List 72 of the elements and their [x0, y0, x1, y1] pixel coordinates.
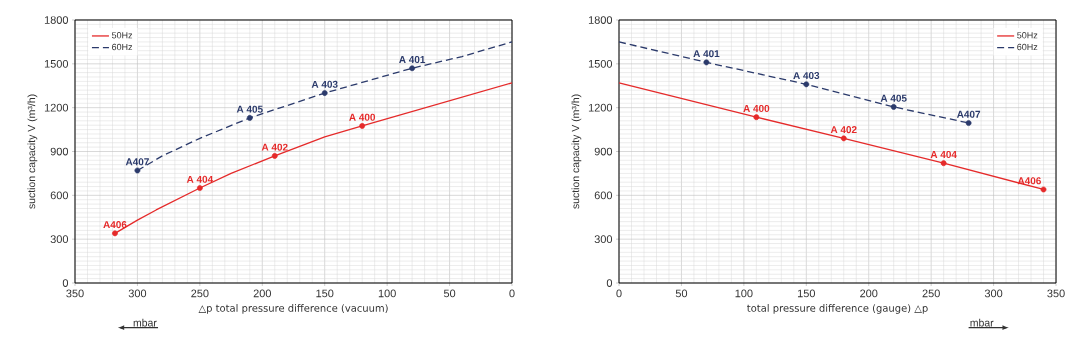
y-tick-label: 300 [50, 235, 69, 244]
annotation: A 401 [399, 55, 426, 64]
y-tick-label: 900 [594, 147, 613, 156]
point [703, 59, 710, 66]
y-tick-label: 900 [50, 147, 69, 156]
annotation: A407 [956, 110, 981, 118]
x-tick-label: 300 [984, 289, 1003, 298]
x-tick-label: 50 [675, 289, 688, 298]
x-tick-label: 250 [922, 289, 940, 298]
x-tick-label: 0 [616, 289, 622, 298]
x-tick-label: 200 [253, 289, 271, 298]
point [965, 120, 972, 126]
y-tick-label: 300 [594, 235, 613, 244]
y-axis-title: suction capacity V (m³/h) [27, 94, 38, 209]
y-tick-label: 0 [62, 279, 69, 287]
annotation: A406 [103, 221, 127, 229]
annotation: A 400 [743, 104, 770, 112]
x-tick-label: 300 [128, 289, 147, 298]
annotation: A 405 [236, 105, 263, 113]
y-tick-label: 1200 [44, 103, 69, 112]
x-axis-title: total pressure difference (gauge) △p [747, 304, 928, 314]
y-tick-label: 1800 [588, 16, 613, 24]
y-tick-label: 0 [606, 279, 613, 287]
x-axis-title: △p total pressure difference (vacuum) [198, 304, 388, 314]
annotation: A 403 [793, 72, 820, 80]
point [840, 135, 847, 142]
y-tick-label: 1500 [588, 59, 613, 68]
x-tick-label: 0 [509, 289, 515, 298]
x-tick-label: 350 [66, 289, 84, 298]
point [359, 123, 366, 129]
annotation: A 402 [830, 126, 857, 134]
x-tick-label: 200 [860, 289, 878, 298]
y-tick-label: 1800 [44, 16, 69, 24]
legend-label: 60Hz [112, 43, 133, 51]
annotation: A 400 [349, 113, 376, 121]
annotation: A 405 [880, 94, 907, 102]
x-tick-label: 100 [735, 289, 753, 298]
annotation: A407 [125, 158, 149, 166]
point [246, 115, 253, 121]
text: mbar [133, 318, 157, 327]
point [940, 160, 947, 167]
point [890, 104, 897, 110]
y-tick-label: 600 [50, 191, 69, 200]
point [409, 65, 416, 72]
y-tick-label: 1500 [44, 59, 69, 68]
x-tick-label: 250 [191, 289, 209, 298]
text: mbar [970, 318, 994, 327]
legend-label: 60Hz [1017, 43, 1038, 51]
annotation: A 404 [930, 150, 957, 158]
point [803, 81, 810, 88]
x-tick-label: 350 [1047, 289, 1065, 298]
point [753, 114, 760, 121]
legend-label: 50Hz [111, 32, 133, 39]
y-tick-label: 1200 [588, 103, 613, 112]
annotation: A 403 [311, 80, 338, 88]
point [1040, 186, 1047, 193]
point [196, 185, 203, 191]
annotation: A 401 [693, 50, 720, 58]
x-tick-label: 100 [378, 289, 396, 298]
annotation: A406 [1017, 177, 1041, 185]
point [321, 90, 328, 96]
point [134, 167, 141, 174]
y-tick-label: 600 [594, 191, 613, 200]
point [271, 152, 278, 159]
x-tick-label: 50 [443, 289, 456, 298]
x-tick-label: 150 [316, 289, 334, 298]
x-tick-label: 150 [797, 289, 815, 298]
annotation: A 402 [261, 143, 288, 151]
y-axis-title: suction capacity V (m³/h) [571, 94, 582, 209]
point [112, 230, 118, 237]
legend-label: 50Hz [1017, 32, 1038, 39]
annotation: A 404 [186, 175, 214, 183]
